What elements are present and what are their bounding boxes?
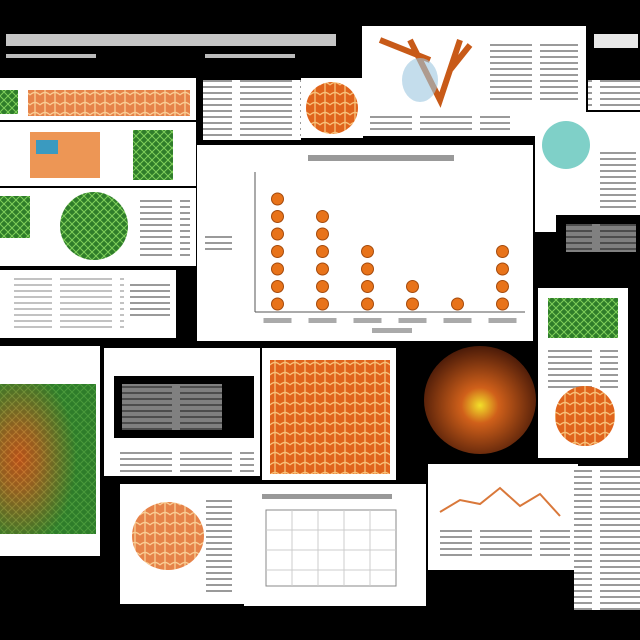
- x-tick-label-placeholder: [353, 318, 382, 323]
- panel-line-plot: [428, 464, 578, 570]
- dot-column: [271, 192, 284, 311]
- x-tick-label-placeholder: [488, 318, 517, 323]
- panel-black-text: [556, 215, 640, 261]
- dot-plot: [263, 192, 517, 323]
- dot: [406, 280, 419, 293]
- dot: [271, 245, 284, 258]
- panel-colored-blocks: [0, 122, 196, 186]
- dot: [271, 262, 284, 276]
- dot: [316, 280, 329, 293]
- dot: [316, 297, 329, 311]
- dot: [451, 297, 464, 311]
- dot: [496, 262, 509, 276]
- panel-green-cell: [0, 188, 196, 266]
- panel-top-text: [203, 80, 301, 140]
- dot: [361, 262, 374, 276]
- panel-bottom-right: [574, 466, 640, 610]
- dot: [271, 297, 284, 311]
- dot: [271, 227, 284, 241]
- x-tick-label-placeholder: [308, 318, 337, 323]
- panel-top-left: [0, 78, 196, 120]
- dot: [496, 245, 509, 258]
- dot-column: [451, 297, 464, 311]
- panel-striped: [538, 288, 628, 458]
- panel-organ: [420, 342, 538, 460]
- dot-column: [316, 210, 329, 311]
- dot: [496, 297, 509, 311]
- panel-nerves: [362, 26, 586, 136]
- dot: [271, 280, 284, 293]
- dot-column: [406, 280, 419, 311]
- x-tick-label-placeholder: [263, 318, 292, 323]
- dot: [316, 210, 329, 223]
- dot: [406, 297, 419, 311]
- dot: [271, 192, 284, 206]
- x-tick-label-placeholder: [443, 318, 472, 323]
- panel-orange-veins: [262, 348, 396, 480]
- dot: [496, 280, 509, 293]
- panel-top-orange: [301, 78, 363, 138]
- dot: [316, 227, 329, 241]
- dot-column: [361, 245, 374, 311]
- title-banner: [0, 28, 638, 58]
- panel-bottom-left: [120, 484, 244, 604]
- panel-sphere: [535, 112, 640, 232]
- dot-column: [496, 245, 509, 311]
- panel-heatmap: [0, 346, 100, 556]
- dot: [361, 297, 374, 311]
- dot: [361, 245, 374, 258]
- chart-panel: [197, 145, 533, 341]
- dot: [316, 262, 329, 276]
- panel-top-right: [588, 80, 640, 110]
- dot: [361, 280, 374, 293]
- panel-text-block: [104, 348, 260, 476]
- dot: [271, 210, 284, 223]
- panel-grid-plot: [244, 484, 426, 606]
- panel-bar-plot: [0, 270, 176, 338]
- dot: [316, 245, 329, 258]
- x-tick-label-placeholder: [398, 318, 427, 323]
